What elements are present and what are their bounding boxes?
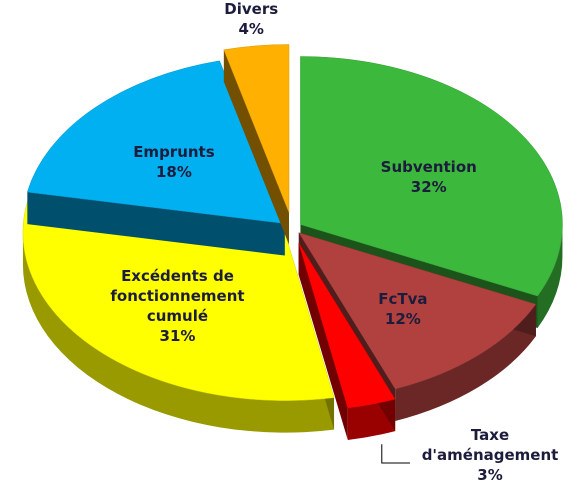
slice-edge [223,49,289,245]
slice-top [300,56,563,297]
category-label: Subvention [380,158,477,177]
value-label: 12% [384,309,421,328]
leader-line [381,444,410,464]
slice-top [223,44,290,213]
category-label: Taxe d'aménagement [421,426,559,464]
slice-label: Divers 4% [181,0,321,39]
category-label: FcTva [378,289,428,308]
value-label: 4% [238,19,264,38]
slice-label: FcTva 12% [333,289,473,329]
slice-side [22,232,335,433]
slice-top [298,232,537,390]
slice-edge [27,192,285,256]
pie-slice [223,44,290,245]
slice-top [298,242,396,409]
pie-slice [298,242,396,441]
slice-label: Subvention 32% [359,157,499,197]
value-label: 32% [410,178,447,197]
value-label: 31% [159,327,196,346]
value-label: 18% [155,162,192,181]
category-label: Emprunts [133,142,215,161]
slice-label: Excédents de fonctionnement cumulé 31% [107,266,247,346]
category-label: Divers [224,0,279,18]
slice-top [27,60,286,224]
slice-label: Taxe d'aménagement 3% [405,425,575,485]
category-label: Excédents de fonctionnement cumulé [110,267,245,326]
slice-label: Emprunts 18% [104,142,244,182]
slice-edge [298,242,348,441]
value-label: 3% [477,466,503,484]
